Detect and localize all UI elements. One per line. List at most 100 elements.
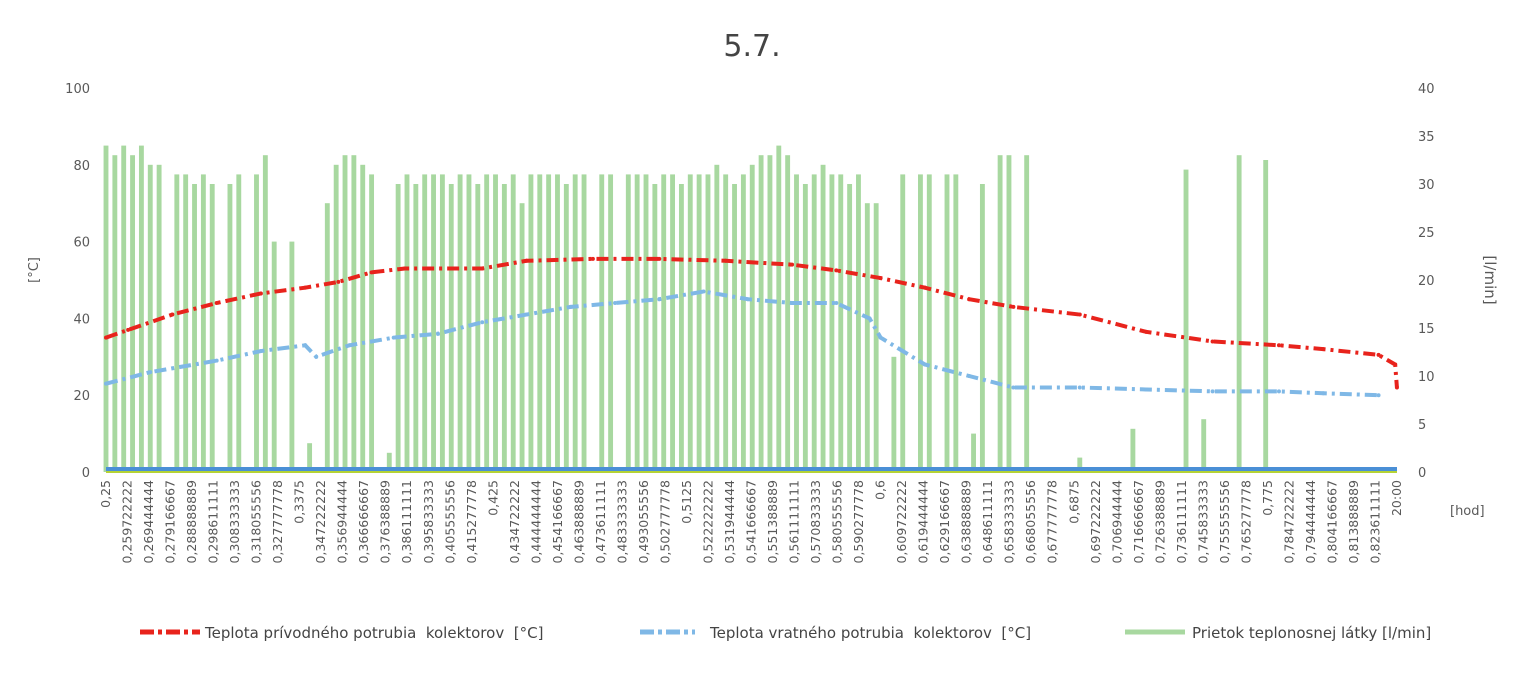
series-point-1 [1321,391,1326,396]
flow-bar [130,155,135,472]
x-tick-label: 0,434722222 [507,480,522,564]
y2-tick-label: 10 [1418,370,1435,385]
x-tick-label: 0,502777778 [657,480,672,564]
flow-bar [608,174,614,472]
series-point-1 [701,289,706,294]
series-point-0 [1276,343,1281,348]
series-point-0 [1077,312,1082,317]
series-point-1 [922,362,927,367]
series-point-0 [336,279,341,284]
flow-bar [953,174,959,472]
x-tick-label: 0,745833333 [1195,480,1210,564]
x-tick-label: 0,668055556 [1023,480,1038,564]
series-point-1 [967,374,972,378]
series-point-0 [1394,385,1399,390]
flow-bar [572,174,578,472]
y-tick-label: 80 [73,159,90,174]
flow-bar [510,174,516,472]
series-point-0 [790,262,795,267]
x-tick-label: 0,658333333 [1002,480,1017,564]
flow-bar [661,174,667,472]
x-tick-label: 0,784722222 [1281,480,1296,564]
series-point-1 [347,343,352,348]
series-point-0 [922,285,927,290]
series-point-0 [1011,304,1016,309]
series-point-1 [834,301,839,306]
y-tick-label: 60 [73,236,90,251]
flow-bar [811,174,817,472]
flow-bar [431,174,436,472]
x-tick-label: 0,561111111 [787,480,802,564]
flow-bar [174,174,180,472]
y2-tick-label: 40 [1418,82,1435,97]
series-point-0 [258,291,263,296]
flow-bar [422,174,428,472]
series-point-0 [214,301,219,306]
x-tick-label: 0,823611111 [1367,480,1382,564]
x-tick-label: 0,775 [1260,480,1275,516]
flow-bar [147,164,153,473]
x-tick-label: 0,551388889 [765,480,780,564]
series-point-1 [303,343,308,348]
flow-bar [918,174,923,472]
flow-bar [856,174,861,472]
x-tick-label: 0,677777778 [1045,480,1060,564]
x-tick-label: 0,5125 [679,480,694,524]
flow-bar [1077,457,1083,472]
x-tick-label: 0,813888889 [1346,480,1361,564]
x-tick-label: 0,405555556 [442,480,457,564]
legend-label-supply: Teplota prívodného potrubia kolektorov [… [204,624,543,642]
flow-bar [1130,428,1136,472]
flow-bar [678,184,684,472]
legend-label-return: Teplota vratného potrubia kolektorov [°C… [709,624,1031,642]
series-point-0 [878,276,883,281]
flow-bar [537,174,543,472]
series-point-0 [524,258,529,263]
x-tick-label: 0,716666667 [1131,480,1146,564]
x-tick-label: 0,395833333 [421,480,436,564]
x-tick-label: 0,736111111 [1174,480,1189,564]
x-tick-label: 0,454166667 [550,480,565,564]
flow-bar [413,184,419,472]
series-point-0 [369,270,374,275]
flow-bar [351,155,357,472]
x-tick-label: 0,648611111 [980,480,995,564]
series-point-0 [126,327,131,332]
flow-bar [121,145,127,472]
series-point-0 [104,335,108,340]
flow-bar [103,145,109,472]
x-tick-label: 0,6875 [1066,480,1081,524]
x-tick-label: 0,376388889 [378,480,393,564]
flow-bar [563,184,569,472]
y2-tick-label: 15 [1418,322,1435,337]
flow-bar [519,203,525,472]
x-tick-label: 0,629166667 [937,480,952,564]
series-point-1 [435,331,440,336]
series-point-1 [1077,385,1082,390]
x-tick-label: 0,706944444 [1109,480,1124,564]
series-point-1 [1210,389,1215,394]
x-tick-label: 0,259722222 [120,480,135,564]
x-tick-label: 0,570833333 [808,480,823,564]
y-tick-label: 20 [73,389,90,404]
x-tick-label: 0,366666667 [356,480,371,564]
series-point-1 [391,335,396,340]
x-tick-label: 0,522222222 [700,480,715,564]
x-tick-label: 0,804166667 [1324,480,1339,564]
flow-bar [369,174,375,472]
flow-bar [794,174,799,472]
x-tick-label: 0,298611111 [206,480,221,564]
series-line-0 [105,256,1399,388]
flow-bar [776,145,782,472]
flow-bar [971,433,976,472]
x-axis-label: [hod] [1450,504,1485,519]
flow-bars [103,145,1269,473]
flow-bar [546,174,552,472]
flow-bar [785,155,791,472]
x-tick-label: 0,726388889 [1152,480,1167,564]
flow-bar [360,164,366,473]
y2-tick-label: 30 [1418,178,1435,193]
series-point-0 [170,312,175,317]
series-point-1 [1376,393,1381,398]
